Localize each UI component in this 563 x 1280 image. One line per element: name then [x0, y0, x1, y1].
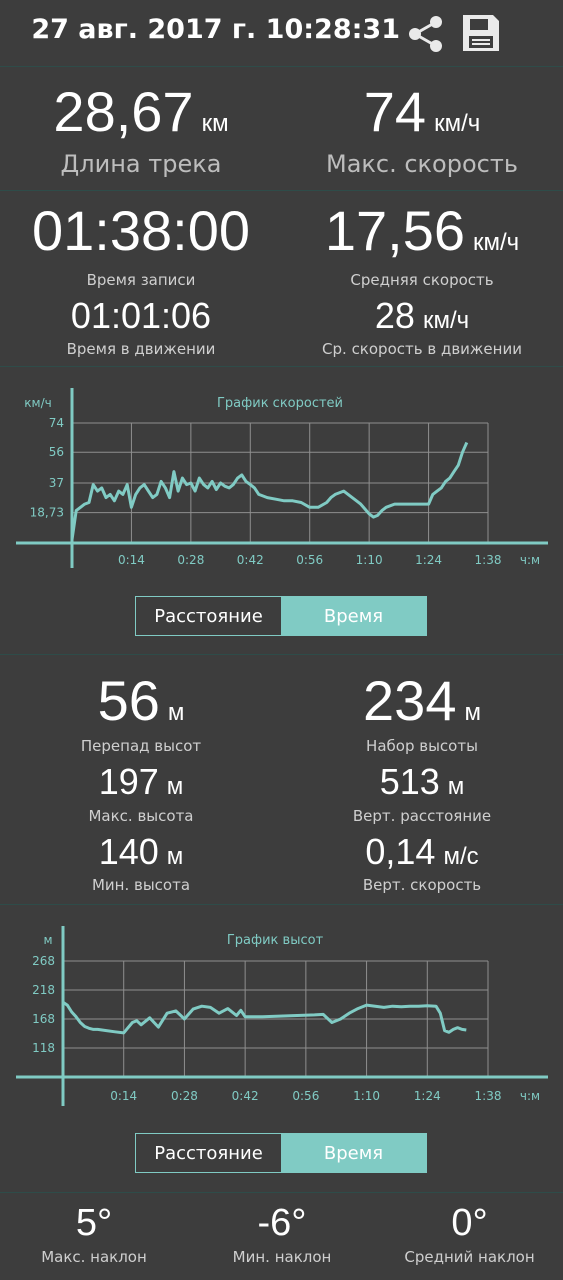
y-tick-label: 118 [32, 1041, 55, 1055]
speed-toggle-time[interactable]: Время [281, 597, 426, 635]
altitude-toggle-distance[interactable]: Расстояние [136, 1134, 281, 1172]
moving-time-label: Время в движении [66, 340, 216, 358]
data-line [70, 441, 469, 541]
share-icon[interactable] [406, 14, 446, 54]
x-tick-label: 0:56 [292, 1089, 319, 1103]
x-tick-label: 1:38 [475, 553, 502, 567]
vert-speed-label: Верт. скорость [362, 876, 482, 894]
record-time-value: 01:38:00 [32, 199, 250, 262]
max-speed-label: Макс. скорость [326, 150, 518, 178]
record-time-label: Время записи [86, 271, 196, 289]
x-tick-label: 0:28 [171, 1089, 198, 1103]
max-slope-value: 5° [75, 1202, 113, 1244]
y-unit-label: м [43, 933, 52, 947]
moving-avg-speed-value: 28 км/ч [374, 295, 470, 336]
min-altitude-label: Мин. высота [91, 876, 191, 894]
x-unit-label: ч:м [520, 1089, 540, 1103]
elevation-diff-label: Перепад высот [80, 737, 202, 755]
altitude-toggle-time[interactable]: Время [281, 1134, 426, 1172]
y-tick-label: 218 [32, 983, 55, 997]
chart-title: График скоростей [217, 396, 343, 411]
avg-slope-value: 0° [451, 1202, 488, 1244]
y-tick-label: 18,73 [30, 506, 64, 520]
y-tick-label: 74 [49, 416, 64, 430]
y-tick-label: 56 [49, 445, 64, 459]
x-unit-label: ч:м [520, 553, 540, 567]
max-slope-label: Макс. наклон [41, 1248, 147, 1266]
save-icon[interactable] [460, 12, 502, 54]
track-length-value: 28,67 км [53, 80, 229, 143]
vert-distance-label: Верт. расстояние [352, 807, 492, 825]
track-length-label: Длина трека [60, 150, 222, 178]
vert-speed-value: 0,14 м/с [365, 831, 479, 872]
x-tick-label: 1:10 [356, 553, 383, 567]
chart-title: График высот [227, 933, 324, 948]
x-tick-label: 1:24 [415, 553, 442, 567]
speed-chart: 0:14 0:28 0:42 0:56 1:10 1:24 1:38 18,73 37 56 74 к… [16, 388, 548, 568]
avg-speed-value: 17,56 км/ч [324, 199, 520, 262]
y-tick-label: 268 [32, 954, 55, 968]
elevation-diff-value: 56 м [97, 669, 185, 732]
y-tick-label: 37 [49, 476, 64, 490]
elevation-gain-value: 234 м [363, 669, 481, 732]
speed-axis-toggle: Расстояние Время [135, 596, 427, 636]
x-tick-label: 0:42 [237, 553, 264, 567]
max-speed-value: 74 км/ч [363, 80, 481, 143]
x-tick-label: 1:24 [414, 1089, 441, 1103]
moving-time-value: 01:01:06 [70, 295, 212, 336]
x-tick-label: 0:14 [118, 553, 145, 567]
altitude-chart: 0:14 0:28 0:42 0:56 1:10 1:24 1:38 118 168 218 268… [16, 926, 548, 1106]
y-tick-label: 168 [32, 1012, 55, 1026]
avg-slope-label: Средний наклон [404, 1248, 535, 1266]
avg-speed-label: Средняя скорость [350, 271, 494, 289]
elevation-gain-label: Набор высоты [366, 737, 478, 755]
moving-avg-speed-label: Ср. скорость в движении [322, 340, 522, 358]
x-tick-label: 0:14 [110, 1089, 137, 1103]
track-datetime: 27 авг. 2017 г. 10:28:31 [31, 14, 400, 45]
x-tick-label: 1:38 [475, 1089, 502, 1103]
min-slope-value: -6° [257, 1202, 307, 1244]
vert-distance-value: 513 м [379, 761, 465, 802]
y-unit-label: км/ч [24, 396, 51, 410]
x-tick-label: 0:42 [232, 1089, 259, 1103]
min-altitude-value: 140 м [98, 831, 184, 872]
x-tick-label: 1:10 [353, 1089, 380, 1103]
x-tick-label: 0:56 [296, 553, 323, 567]
x-tick-label: 0:28 [177, 553, 204, 567]
max-altitude-label: Макс. высота [88, 807, 194, 825]
max-altitude-value: 197 м [98, 761, 184, 802]
altitude-axis-toggle: Расстояние Время [135, 1133, 427, 1173]
data-line [62, 1000, 467, 1035]
speed-toggle-distance[interactable]: Расстояние [136, 597, 281, 635]
min-slope-label: Мин. наклон [232, 1248, 332, 1266]
